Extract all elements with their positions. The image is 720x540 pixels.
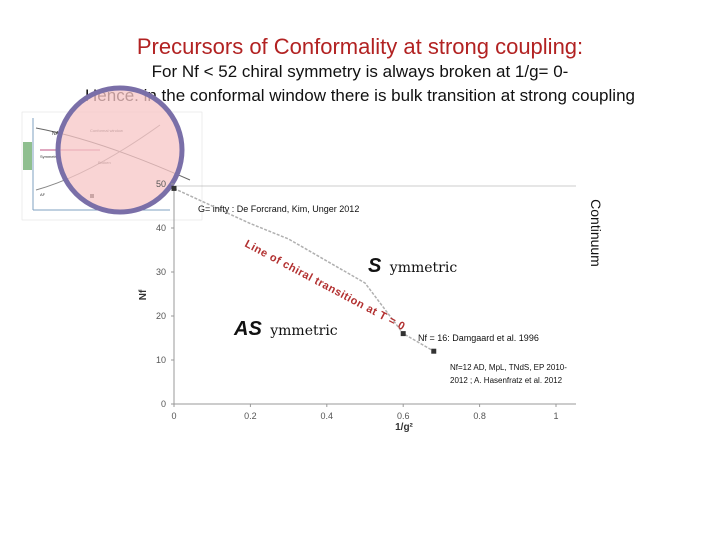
x-tick-label: 0.6 — [397, 411, 410, 421]
x-tick-label: 0.2 — [244, 411, 257, 421]
x-axis-label: 1/g² — [395, 422, 413, 433]
data-points — [171, 185, 437, 354]
symmetric-label: S ymmetric — [368, 255, 457, 277]
line-of-chiral-transition-label: Line of chiral transition at T = 0 — [243, 238, 407, 333]
continuum-label: Continuum — [588, 199, 604, 267]
x-tick-label: 0.8 — [473, 411, 486, 421]
inset-label-af: AF — [40, 192, 46, 197]
x-tick-label: 0.4 — [321, 411, 334, 421]
y-tick-label: 30 — [156, 267, 166, 277]
y-tick-label: 0 — [161, 399, 166, 409]
ref-damgaard: Nf = 16: Damgaard et al. 1996 — [418, 333, 539, 343]
x-tick-label: 0 — [171, 411, 176, 421]
inset-green-label — [23, 142, 32, 170]
ref-nf12-line1: Nf=12 AD, MpL, TNdS, EP 2010- — [450, 363, 567, 372]
asymmetric-label: AS ymmetric — [233, 318, 338, 340]
ref-nf12-line2: 2012 ; A. Hasenfratz et al. 2012 — [450, 376, 563, 385]
y-tick-label: 20 — [156, 311, 166, 321]
highlight-circle — [55, 85, 185, 215]
y-tick-label: 10 — [156, 355, 166, 365]
data-point-marker — [171, 185, 177, 191]
inset-label-naf: NAF — [52, 131, 62, 137]
y-tick-label: 40 — [156, 223, 166, 233]
ref-de-forcrand: G= infty : De Forcrand, Kim, Unger 2012 — [198, 204, 359, 214]
series-line — [173, 187, 435, 352]
slide-subtitle-line2: Hence. in the conformal window there is … — [85, 86, 635, 105]
transition-line-series — [173, 187, 435, 352]
symmetric-label-big: S — [368, 255, 382, 277]
slide-title: Precursors of Conformality at strong cou… — [136, 34, 584, 59]
asymmetric-label-big: AS — [233, 318, 262, 340]
slide-subtitle-line1: For Nf < 52 chiral symmetry is always br… — [151, 62, 569, 81]
plot-axes — [173, 185, 576, 405]
inset-phase-diagram: NAF Conformal window Symmetric Broken AF — [21, 85, 203, 221]
symmetric-label-rest: ymmetric — [389, 260, 458, 276]
inset-label-symmetric: Symmetric — [40, 154, 59, 159]
y-tick-label: 50 — [156, 179, 166, 189]
y-axis-label: Nf — [138, 289, 149, 300]
data-point-marker — [431, 348, 437, 354]
x-tick-label: 1 — [553, 411, 558, 421]
asymmetric-label-rest: ymmetric — [269, 323, 338, 339]
data-point-marker — [400, 331, 406, 337]
